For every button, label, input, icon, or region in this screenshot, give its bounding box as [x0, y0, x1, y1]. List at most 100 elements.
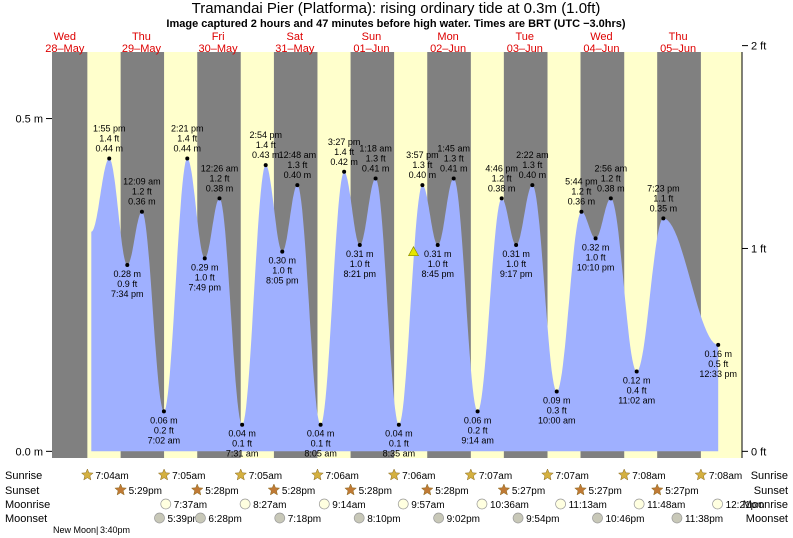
sunrise-icon [617, 468, 631, 481]
tide-m-label: 0.09 m [543, 395, 571, 405]
axis-layer: Wed28–MayThu29–MayFri30–MaySat31–MaySun0… [15, 31, 766, 458]
tide-point [342, 169, 347, 174]
day-weekday-label: Sun [362, 31, 382, 43]
tide-time-label: 7:31 am [226, 449, 259, 459]
tide-m-label: 0.28 m [114, 269, 142, 279]
moonset-row-label-right: Moonset [746, 513, 788, 525]
moonset-icon [433, 512, 444, 524]
tide-time-label: 2:22 am [516, 150, 549, 160]
sunset-row-label-right: Sunset [754, 485, 788, 497]
tide-m-label: 0.16 m [704, 349, 732, 359]
moonrise-time: 9:57am [411, 500, 444, 511]
tide-time-label: 12:48 am [279, 150, 317, 160]
tide-m-label: 0.40 m [409, 170, 437, 180]
moonrise-time: 9:14am [332, 500, 365, 511]
tide-m-label: 0.40 m [519, 170, 547, 180]
sunset-time: 5:29pm [129, 486, 162, 497]
moonrise-icon [397, 498, 409, 510]
tide-m-label: 0.44 m [174, 143, 202, 153]
tide-time-label: 10:00 am [538, 415, 576, 425]
tide-ft-label: 0.3 ft [547, 405, 568, 415]
sunset-time: 5:27pm [665, 486, 698, 497]
tide-time-label: 12:33 pm [699, 369, 737, 379]
chart-subtitle: Image captured 2 hours and 47 minutes be… [166, 18, 626, 30]
tide-time-label: 8:45 pm [421, 269, 454, 279]
moonset-time: 10:46pm [606, 514, 645, 525]
tide-ft-label: 0.2 ft [154, 425, 175, 435]
sunrise-icon [80, 468, 94, 481]
new-moon-separator: | [96, 525, 98, 535]
tide-point [373, 176, 378, 181]
tide-time-label: 12:26 am [201, 163, 239, 173]
tide-ft-label: 1.4 ft [334, 147, 355, 157]
sunrise-time: 7:08am [709, 471, 742, 482]
day-weekday-label: Wed [590, 31, 612, 43]
sunrise-icon [157, 468, 171, 481]
sunset-icon [114, 483, 127, 496]
moonrise-icon [555, 498, 566, 510]
sunrise-icon [387, 468, 401, 481]
tide-time-label: 7:49 pm [188, 282, 221, 292]
moonrise-time: 7:37am [174, 500, 207, 511]
sunset-icon [574, 483, 587, 496]
tide-ft-label: 1.3 ft [412, 160, 433, 170]
tide-point [185, 156, 190, 161]
tide-m-label: 0.36 m [568, 197, 596, 207]
tide-m-label: 0.06 m [150, 415, 178, 425]
tide-time-label: 3:57 pm [406, 150, 439, 160]
sunset-icon [420, 483, 434, 496]
tide-m-label: 0.44 m [95, 143, 123, 153]
tide-area [91, 158, 719, 452]
sunrise-icon [464, 468, 478, 481]
tide-point [263, 163, 268, 168]
tide-m-label: 0.31 m [424, 249, 452, 259]
day-weekday-label: Sat [287, 31, 304, 43]
tide-time-label: 7:02 am [148, 435, 181, 445]
day-date-label: 04–Jun [583, 43, 619, 55]
sunset-time: 5:27pm [512, 486, 545, 497]
sunrise-time: 7:06am [402, 471, 435, 482]
moonrise-icon [633, 498, 645, 510]
tide-ft-label: 1.0 ft [195, 272, 216, 282]
tide-ft-label: 1.4 ft [256, 140, 277, 150]
right-axis-label: 2 ft [751, 41, 766, 53]
tide-m-label: 0.41 m [440, 163, 468, 173]
moonset-time: 11:38pm [685, 514, 723, 525]
tide-time-label: 12:09 am [123, 177, 161, 187]
tide-ft-label: 1.3 ft [366, 153, 387, 163]
tide-m-label: 0.36 m [128, 197, 156, 207]
moonset-time: 7:18pm [288, 514, 321, 525]
left-axis-label: 0.0 m [15, 446, 43, 458]
moonrise-time: 11:48am [647, 500, 685, 511]
chart-title: Tramandai Pier (Platforma): rising ordin… [192, 0, 601, 17]
tide-m-label: 0.12 m [623, 375, 651, 385]
tide-point [530, 183, 535, 188]
tide-time-label: 7:23 pm [647, 183, 680, 193]
tide-point [280, 249, 285, 254]
tide-m-label: 0.31 m [346, 249, 374, 259]
tide-time-label: 11:02 am [618, 395, 655, 405]
tide-point [202, 256, 207, 261]
tide-m-label: 0.04 m [307, 429, 335, 439]
sunset-icon [497, 483, 511, 496]
right-axis-label: 1 ft [751, 243, 766, 255]
tide-point [125, 262, 130, 267]
day-date-label: 05–Jun [660, 43, 696, 55]
moonrise-time: 10:36am [490, 500, 529, 511]
tide-m-label: 0.41 m [362, 163, 390, 173]
tide-ft-label: 0.2 ft [468, 425, 489, 435]
sunset-row-label-left: Sunset [5, 485, 39, 497]
tide-ft-label: 1.0 ft [586, 252, 607, 262]
moonset-icon [671, 512, 683, 524]
day-date-label: 03–Jun [507, 43, 543, 55]
tide-m-label: 0.04 m [228, 429, 256, 439]
tide-m-label: 0.38 m [488, 183, 516, 193]
tide-time-label: 1:55 pm [93, 123, 126, 133]
tide-layer [91, 158, 719, 452]
sunrise-time: 7:07am [479, 471, 512, 482]
tide-point [634, 369, 639, 374]
label-layer: 1:55 pm1.4 ft0.44 m0.28 m0.9 ft7:34 pm12… [93, 123, 737, 458]
tide-point [716, 342, 721, 347]
moonrise-icon [712, 498, 723, 510]
day-date-label: 30–May [199, 43, 239, 55]
